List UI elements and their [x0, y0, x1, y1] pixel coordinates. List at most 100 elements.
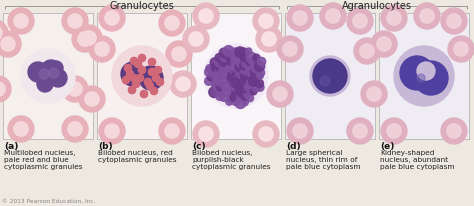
Circle shape	[28, 62, 48, 82]
Circle shape	[371, 31, 397, 57]
Circle shape	[256, 68, 264, 77]
Circle shape	[235, 47, 246, 57]
Circle shape	[249, 56, 259, 66]
Circle shape	[221, 82, 231, 91]
Circle shape	[231, 96, 240, 105]
Circle shape	[235, 62, 244, 71]
Circle shape	[377, 37, 391, 51]
Circle shape	[293, 11, 307, 25]
Circle shape	[236, 87, 246, 96]
Circle shape	[121, 62, 145, 86]
Circle shape	[320, 76, 330, 86]
Circle shape	[85, 92, 99, 106]
Circle shape	[441, 118, 467, 144]
Circle shape	[237, 78, 246, 86]
Circle shape	[153, 75, 159, 82]
Circle shape	[138, 67, 146, 74]
Circle shape	[155, 67, 162, 74]
Circle shape	[146, 82, 154, 89]
Circle shape	[241, 67, 248, 74]
Circle shape	[310, 56, 350, 96]
Circle shape	[243, 90, 250, 96]
Circle shape	[248, 76, 259, 86]
Circle shape	[231, 53, 241, 63]
Circle shape	[151, 88, 157, 95]
Circle shape	[212, 79, 220, 87]
Circle shape	[250, 66, 260, 76]
Circle shape	[176, 77, 190, 91]
Circle shape	[68, 82, 82, 96]
Circle shape	[417, 74, 425, 82]
Circle shape	[62, 116, 88, 142]
Circle shape	[138, 55, 146, 62]
Circle shape	[235, 98, 246, 109]
Circle shape	[231, 84, 238, 91]
Circle shape	[256, 26, 282, 52]
Circle shape	[255, 79, 264, 88]
Circle shape	[222, 73, 229, 80]
Circle shape	[231, 48, 240, 57]
Circle shape	[193, 121, 219, 147]
Circle shape	[227, 75, 233, 81]
Circle shape	[159, 118, 185, 144]
Circle shape	[212, 82, 219, 89]
Circle shape	[127, 70, 134, 77]
Circle shape	[230, 94, 237, 101]
Circle shape	[135, 61, 142, 68]
Circle shape	[233, 68, 239, 74]
Circle shape	[246, 59, 252, 65]
Circle shape	[347, 8, 373, 34]
Circle shape	[326, 9, 340, 23]
Circle shape	[137, 75, 144, 82]
Circle shape	[347, 118, 373, 144]
Circle shape	[387, 124, 401, 138]
Circle shape	[76, 25, 102, 51]
Circle shape	[148, 69, 155, 76]
Circle shape	[155, 67, 162, 74]
Circle shape	[138, 67, 146, 74]
Circle shape	[238, 48, 249, 59]
Circle shape	[226, 65, 232, 71]
Circle shape	[105, 124, 119, 138]
Circle shape	[400, 56, 434, 90]
Circle shape	[212, 74, 219, 81]
Circle shape	[145, 78, 152, 85]
Circle shape	[259, 127, 273, 141]
Circle shape	[8, 116, 34, 142]
Circle shape	[82, 31, 96, 45]
Circle shape	[214, 77, 223, 86]
Circle shape	[216, 92, 224, 100]
Circle shape	[236, 71, 245, 81]
Circle shape	[367, 87, 381, 101]
Text: Kidney-shaped
nucleus, abundant
pale blue cytoplasm: Kidney-shaped nucleus, abundant pale blu…	[380, 150, 455, 171]
Circle shape	[172, 47, 186, 61]
Text: Granulocytes: Granulocytes	[109, 1, 174, 11]
Text: © 2013 Pearson Education, Inc.: © 2013 Pearson Education, Inc.	[2, 199, 95, 204]
Circle shape	[246, 48, 252, 54]
Circle shape	[219, 48, 228, 57]
Circle shape	[211, 63, 220, 72]
Circle shape	[72, 26, 98, 52]
Circle shape	[95, 42, 109, 56]
Circle shape	[387, 11, 401, 25]
Circle shape	[250, 88, 257, 95]
Text: Multilobed nucleus,
pale red and blue
cytoplasmic granules: Multilobed nucleus, pale red and blue cy…	[4, 150, 82, 171]
Circle shape	[79, 86, 105, 112]
Circle shape	[242, 99, 248, 106]
Circle shape	[193, 3, 219, 29]
Circle shape	[236, 57, 246, 68]
Circle shape	[248, 89, 255, 95]
Circle shape	[159, 10, 185, 36]
Circle shape	[225, 50, 236, 61]
Circle shape	[242, 78, 250, 85]
Text: Large spherical
nucleus, thin rim of
pale blue cytoplasm: Large spherical nucleus, thin rim of pal…	[286, 150, 361, 171]
Circle shape	[78, 32, 92, 46]
Circle shape	[283, 42, 297, 56]
Circle shape	[140, 90, 147, 97]
Circle shape	[320, 3, 346, 29]
Circle shape	[105, 11, 119, 25]
Circle shape	[246, 71, 256, 81]
Circle shape	[138, 55, 146, 62]
Circle shape	[166, 41, 192, 67]
Circle shape	[441, 8, 467, 34]
